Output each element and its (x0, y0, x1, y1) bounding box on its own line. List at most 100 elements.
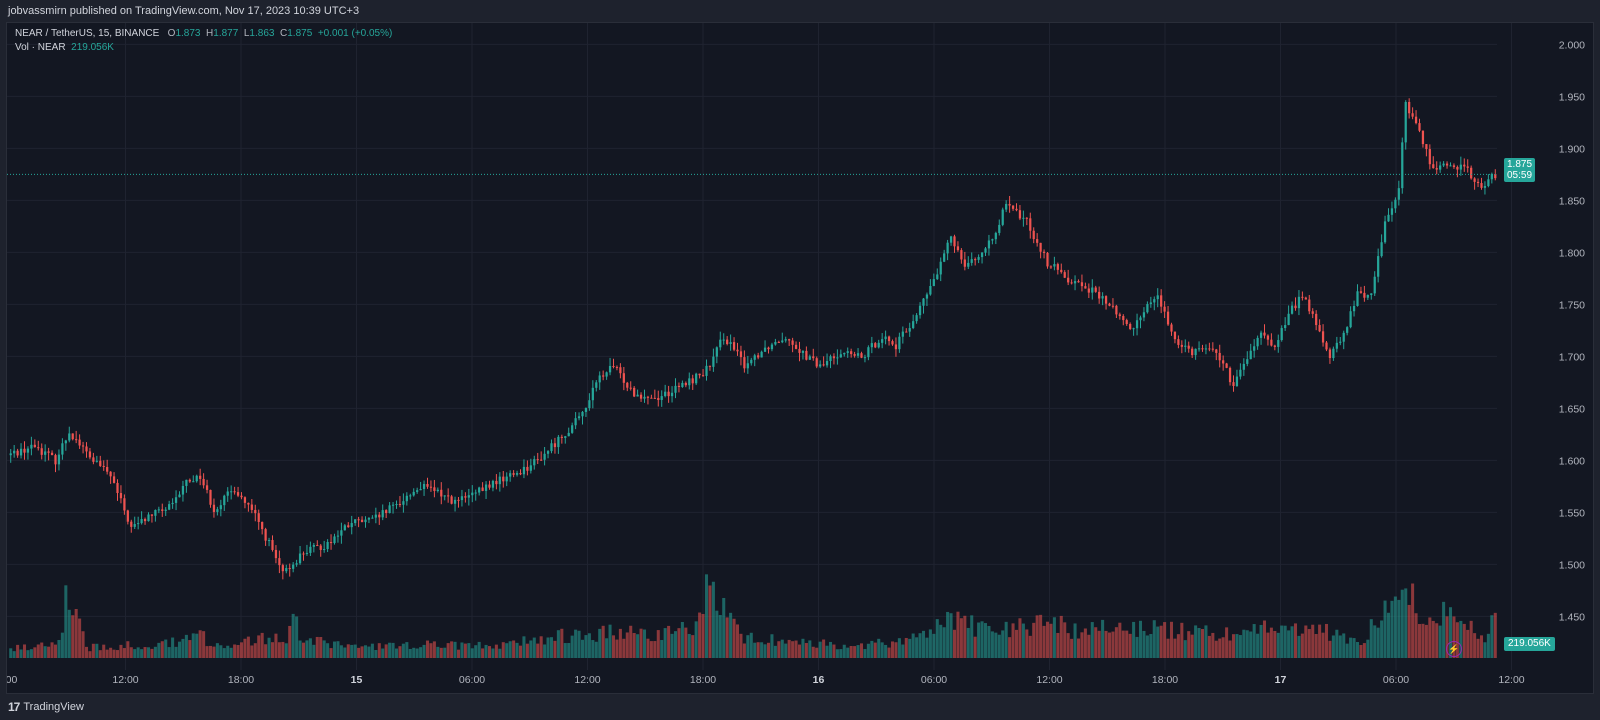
candle-body (670, 392, 674, 397)
volume-bar (808, 640, 812, 658)
volume-bar (57, 639, 61, 658)
volume-bar (1342, 633, 1346, 658)
tradingview-logo[interactable]: 17 TradingView (8, 694, 84, 720)
candle-body (143, 519, 147, 522)
candle-body (264, 529, 267, 541)
volume-bar (956, 611, 960, 658)
volume-bar (1094, 627, 1098, 658)
volume-bar (81, 631, 85, 658)
candle-body (323, 549, 326, 551)
chart-area[interactable]: 2.000 1.950 1.900 1.850 1.800 1.750 1.700 1.650… (6, 22, 1594, 694)
candle-body (1132, 328, 1135, 330)
volume-bar (129, 647, 133, 658)
volume-bar (505, 643, 509, 658)
candle-body (1156, 295, 1159, 300)
volume-bar (119, 644, 123, 658)
candle-body (402, 501, 405, 505)
volume-bar (732, 618, 736, 658)
volume-bar (1104, 630, 1108, 658)
volume-bar (67, 609, 71, 658)
volume-bar (1066, 633, 1070, 658)
volume-bar (195, 633, 199, 658)
volume-bar (1107, 632, 1112, 658)
candle-body (705, 365, 708, 376)
candle-body (1452, 165, 1456, 167)
candle-body (205, 485, 209, 490)
volume-bar (904, 637, 908, 658)
candle-body (44, 451, 47, 455)
candle-body (564, 436, 567, 438)
volume-bar (429, 643, 433, 658)
volume-bar (425, 640, 430, 658)
volume-price-tag: 219.056K (1504, 637, 1555, 651)
candle-body (777, 341, 780, 343)
x-tick-label: 17 (1275, 674, 1287, 686)
volume-bar (1028, 635, 1032, 658)
low-label: L (243, 28, 250, 39)
candle-body (1315, 313, 1318, 326)
candle-body (660, 396, 663, 400)
candle-body (509, 473, 512, 477)
candle-body (1063, 272, 1066, 278)
volume-bar (363, 645, 368, 658)
volume-bar (680, 621, 684, 658)
candle-body (416, 490, 419, 492)
volume-bar (856, 645, 860, 658)
volume-bar (208, 645, 213, 658)
volume-bar (1187, 631, 1191, 658)
volume-label[interactable]: Vol · NEAR (15, 42, 66, 53)
volume-bar (921, 630, 926, 658)
candle-body (832, 356, 836, 359)
volume-bar (460, 642, 464, 658)
candle-body (109, 471, 112, 477)
symbol-label[interactable]: NEAR / TetherUS, 15, BINANCE (15, 28, 160, 39)
candle-body (26, 448, 30, 453)
candle-body (1414, 116, 1418, 124)
volume-bar (1345, 643, 1349, 658)
candle-body (1108, 303, 1111, 306)
volume-bar (642, 629, 647, 658)
candle-body (936, 274, 939, 280)
volume-bar (1145, 635, 1149, 658)
volume-bar (1235, 634, 1239, 658)
candle-body (608, 365, 612, 373)
candle-body (1432, 164, 1435, 169)
candle-body (722, 339, 725, 341)
volume-bar (656, 630, 660, 658)
candle-body (1346, 327, 1349, 333)
volume-bar (990, 631, 994, 658)
volume-bar (1042, 625, 1046, 658)
candle-body (667, 391, 670, 397)
candle-body (1015, 208, 1018, 211)
candle-body (1463, 164, 1466, 167)
volume-bar (763, 644, 767, 658)
lightning-icon[interactable]: ⚡ (1446, 641, 1462, 657)
candle-body (1335, 342, 1338, 349)
volume-value: 219.056K (71, 42, 114, 53)
candle-body (1249, 350, 1252, 360)
candle-body (288, 568, 291, 570)
candle-body (1421, 130, 1425, 145)
candle-body (395, 504, 398, 506)
candle-body (309, 546, 312, 553)
volume-bar (1228, 640, 1232, 658)
candle-body (491, 480, 495, 488)
candle-body (292, 564, 295, 569)
candle-body (1387, 214, 1390, 222)
candle-body (856, 353, 860, 356)
volume-bar (1118, 622, 1122, 658)
candle-body (1352, 305, 1356, 312)
volume-bar (722, 597, 726, 658)
volume-bar (1221, 637, 1225, 658)
candlestick-chart[interactable]: 2.000 1.950 1.900 1.850 1.800 1.750 1.700 1.650… (7, 23, 1594, 694)
candle-body (860, 353, 863, 358)
candle-body (92, 457, 95, 462)
candle-body (546, 451, 550, 454)
candle-body (512, 473, 515, 475)
volume-bar (29, 649, 33, 658)
candle-body (1290, 305, 1294, 314)
volume-bar (22, 644, 27, 658)
volume-bar (1056, 632, 1060, 658)
candle-body (261, 521, 264, 530)
volume-bar (1025, 629, 1029, 658)
